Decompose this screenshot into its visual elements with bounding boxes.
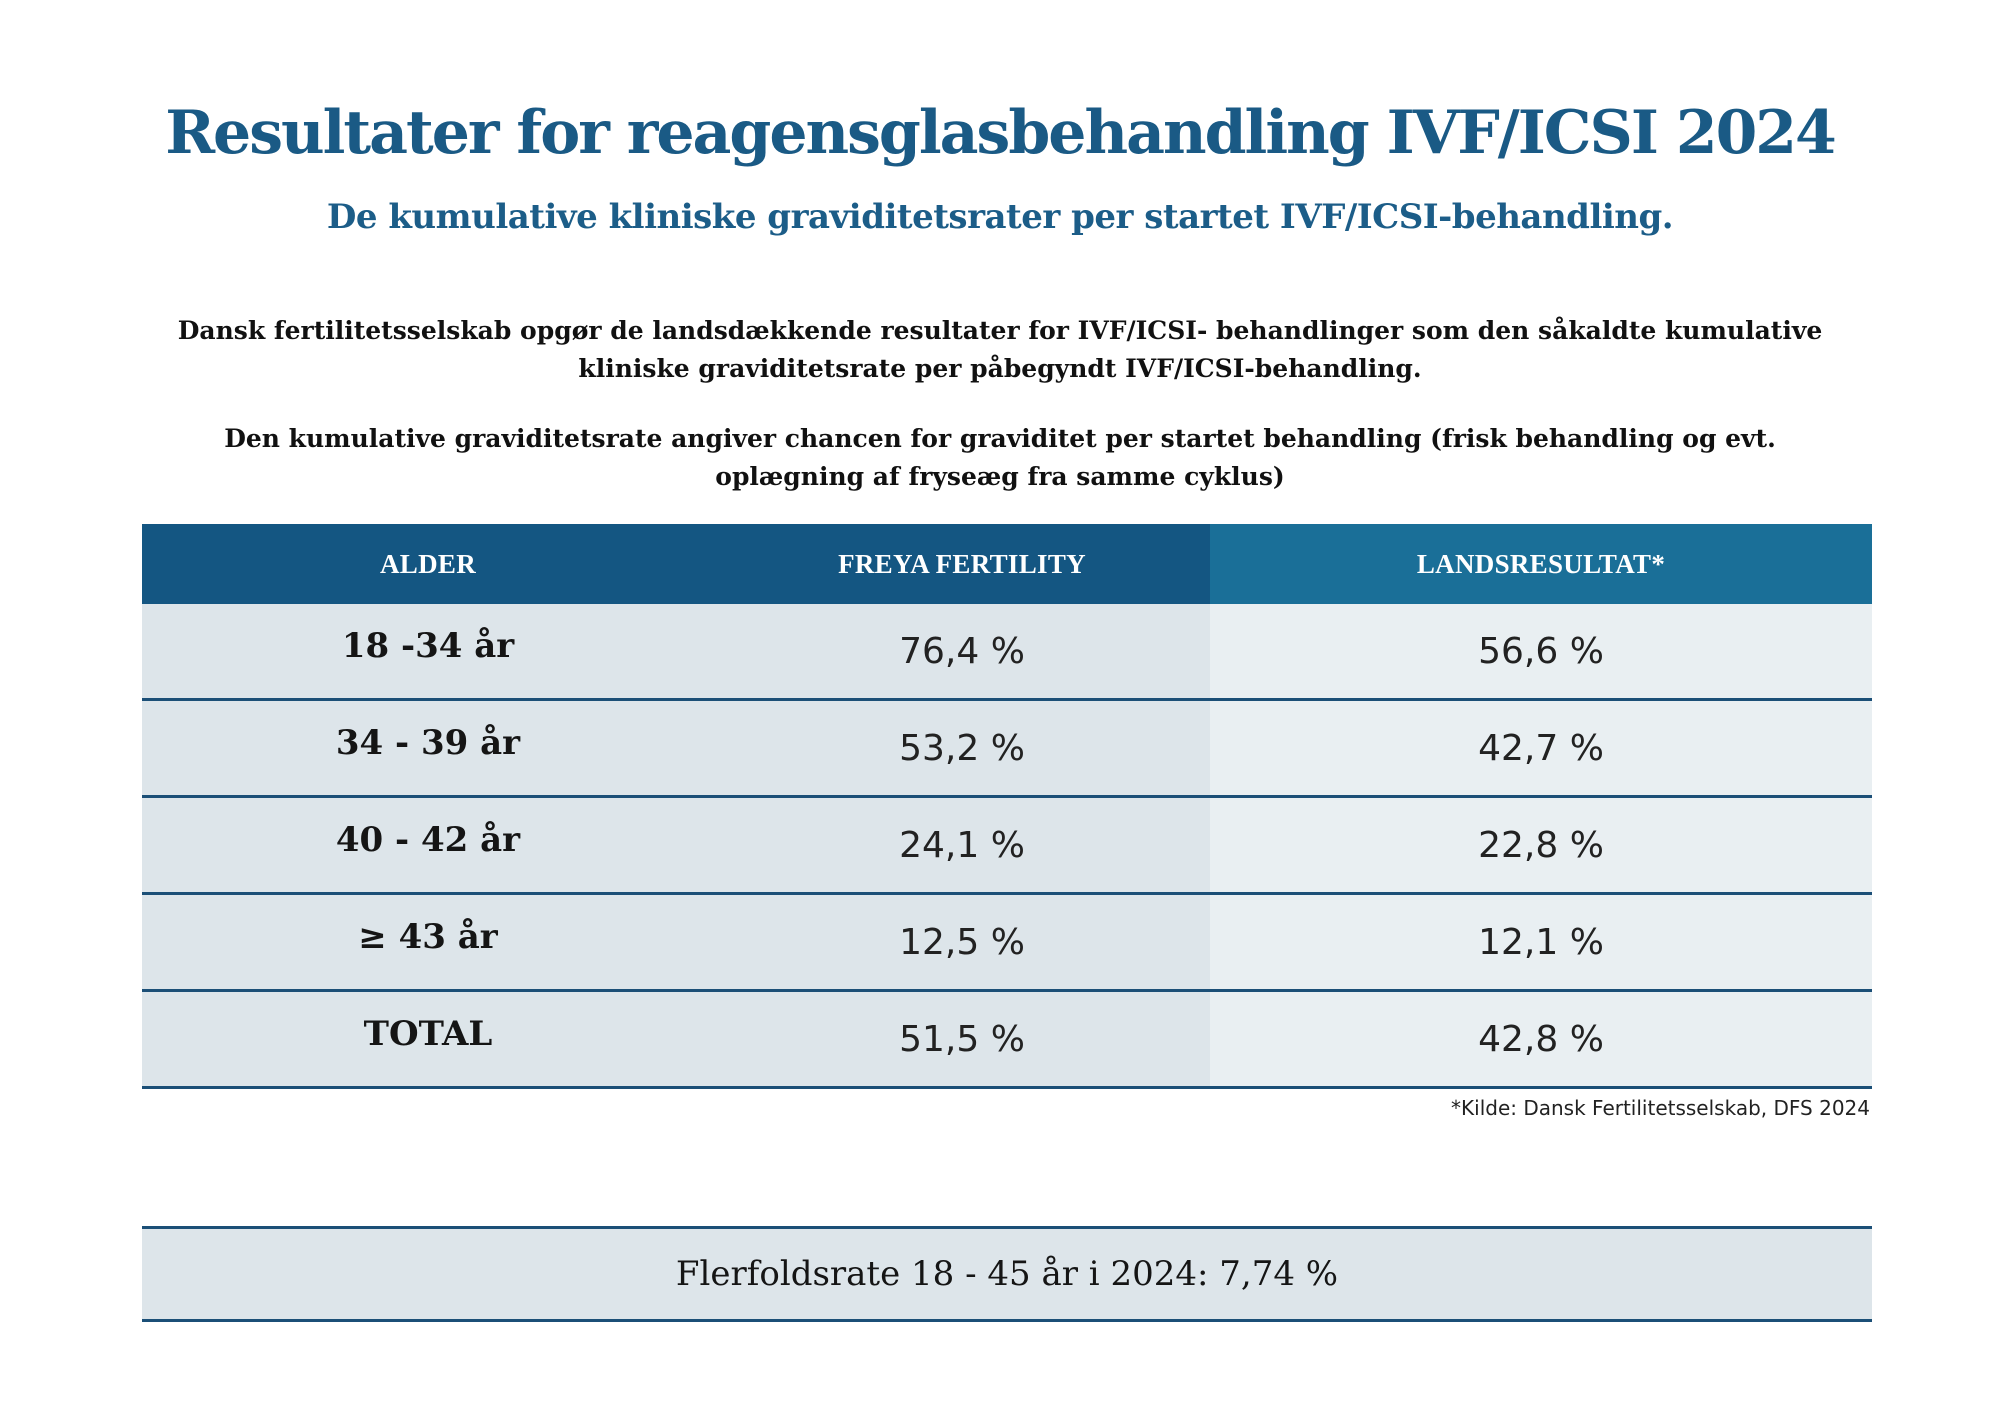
intro-paragraph-1: Dansk fertilitetsselskab opgør de landsd… — [177, 316, 1823, 383]
header-freya-fertility: FREYA FERTILITY — [714, 524, 1210, 604]
national-rate-cell: 22,8 % — [1210, 798, 1872, 892]
table-header: ALDER FREYA FERTILITY LANDSRESULTAT* — [142, 524, 1872, 604]
header-national-result: LANDSRESULTAT* — [1210, 524, 1872, 604]
table-row-total: TOTAL 51,5 % 42,8 % — [142, 992, 1872, 1089]
table-row: ≥ 43 år 12,5 % 12,1 % — [142, 895, 1872, 992]
national-rate-cell: 56,6 % — [1210, 604, 1872, 698]
age-cell: 40 - 42 år — [142, 798, 714, 892]
age-cell: ≥ 43 år — [142, 895, 714, 989]
national-rate-cell: 12,1 % — [1210, 895, 1872, 989]
page-subtitle: De kumulative kliniske graviditetsrater … — [326, 197, 1674, 237]
freya-rate-cell: 12,5 % — [714, 895, 1210, 989]
intro-paragraph-2: Den kumulative graviditetsrate angiver c… — [224, 424, 1776, 491]
table-row: 34 - 39 år 53,2 % 42,7 % — [142, 701, 1872, 798]
source-footnote: *Kilde: Dansk Fertilitetsselskab, DFS 20… — [1451, 1096, 1870, 1120]
age-cell: 34 - 39 år — [142, 701, 714, 795]
page-title: Resultater for reagensglasbehandling IVF… — [165, 98, 1837, 168]
header-age: ALDER — [142, 524, 714, 604]
multiple-birth-rate-summary: Flerfoldsrate 18 - 45 år i 2024: 7,74 % — [142, 1226, 1872, 1322]
freya-rate-cell: 51,5 % — [714, 992, 1210, 1086]
age-cell: TOTAL — [142, 992, 714, 1086]
table-row: 40 - 42 år 24,1 % 22,8 % — [142, 798, 1872, 895]
national-rate-cell: 42,8 % — [1210, 992, 1872, 1086]
age-cell: 18 -34 år — [142, 604, 714, 698]
freya-rate-cell: 24,1 % — [714, 798, 1210, 892]
freya-rate-cell: 76,4 % — [714, 604, 1210, 698]
results-table: ALDER FREYA FERTILITY LANDSRESULTAT* 18 … — [142, 524, 1872, 1089]
national-rate-cell: 42,7 % — [1210, 701, 1872, 795]
freya-rate-cell: 53,2 % — [714, 701, 1210, 795]
table-row: 18 -34 år 76,4 % 56,6 % — [142, 604, 1872, 701]
